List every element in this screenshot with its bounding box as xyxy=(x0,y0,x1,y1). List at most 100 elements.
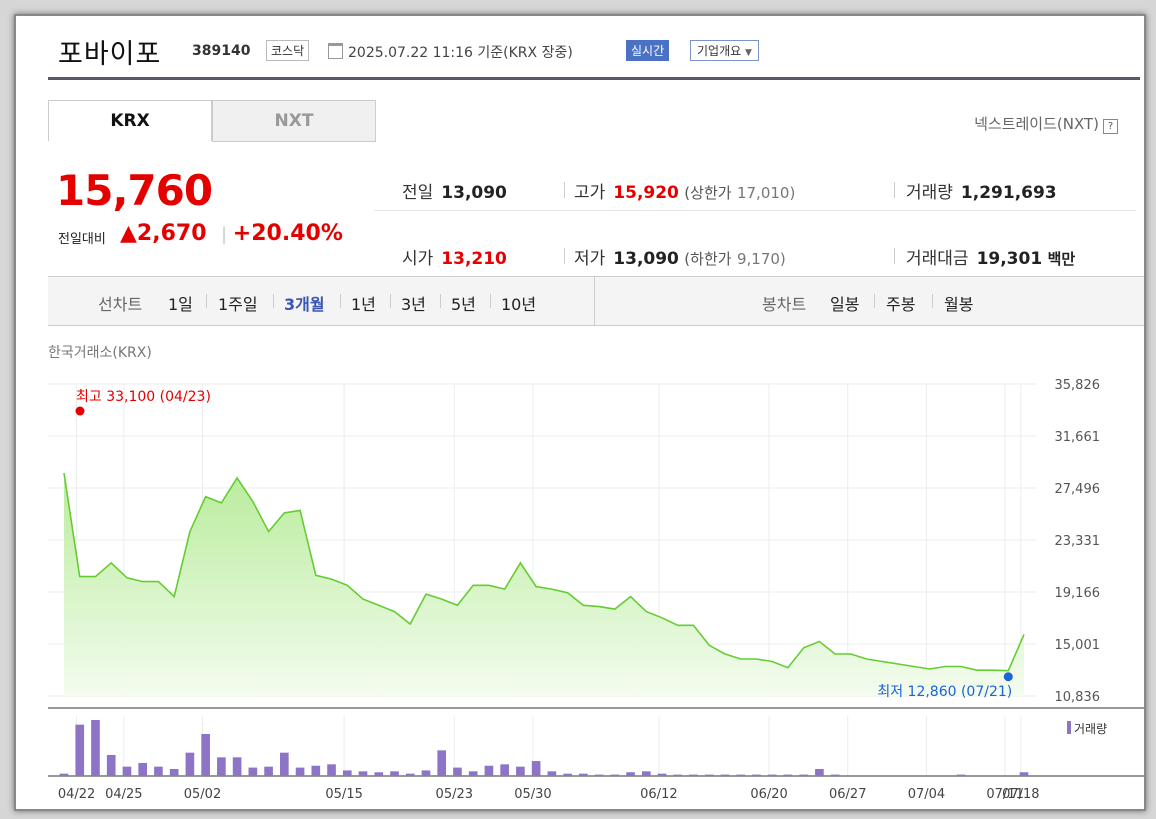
volume-bar xyxy=(468,771,478,776)
y-tick-label: 15,001 xyxy=(1055,638,1101,653)
volume-bar xyxy=(641,771,651,776)
x-tick-label: 06/27 xyxy=(829,787,866,802)
volume-bar xyxy=(405,773,415,776)
y-tick-label: 27,496 xyxy=(1055,482,1101,497)
price-line xyxy=(63,472,1025,672)
volume-bar xyxy=(579,773,588,776)
period-1y[interactable]: 1년 xyxy=(351,295,376,314)
x-tick-label: 05/02 xyxy=(184,787,221,802)
volume-bar xyxy=(59,773,69,776)
volume-bar xyxy=(815,769,824,776)
volume-bar xyxy=(500,764,509,776)
volume-bar xyxy=(295,767,305,776)
volume-bar xyxy=(689,774,698,776)
volume-bar xyxy=(453,767,462,776)
period-10y[interactable]: 10년 xyxy=(501,295,537,314)
volume-bar xyxy=(956,774,966,776)
nxt-link-label: 넥스트레이드(NXT) xyxy=(974,115,1099,133)
volume-bar xyxy=(248,767,258,776)
volume-bar xyxy=(201,734,210,776)
tab-nxt[interactable]: NXT xyxy=(212,100,376,142)
x-tick-label: 06/12 xyxy=(640,787,677,802)
volume-bar xyxy=(799,774,808,776)
volume-bar xyxy=(1019,772,1029,776)
stock-name: 포바이포 xyxy=(58,39,162,70)
period-5y[interactable]: 5년 xyxy=(451,295,476,314)
low-marker xyxy=(1003,672,1013,682)
help-icon[interactable]: ? xyxy=(1103,119,1118,134)
period-3m[interactable]: 3개월 xyxy=(284,295,325,314)
change-percent-value: +20.40% xyxy=(232,221,343,246)
separator: | xyxy=(221,224,233,245)
y-tick-label: 10,836 xyxy=(1055,690,1101,705)
y-tick-label: 31,661 xyxy=(1055,430,1101,445)
volume-bar xyxy=(673,774,683,776)
quote-datetime: 2025.07.22 11:16 기준(KRX 장중) xyxy=(348,45,573,61)
period-3y[interactable]: 3년 xyxy=(401,295,426,314)
x-tick-label: 07/04 xyxy=(908,787,945,802)
volume-bar xyxy=(626,772,635,776)
x-tick-label: 07/18 xyxy=(1002,787,1039,802)
volume-legend-swatch xyxy=(1067,721,1071,734)
volume-bar xyxy=(185,752,195,776)
volume-bar xyxy=(280,752,289,776)
volume-bar xyxy=(390,771,399,776)
stat-volume: 거래량 1,291,693 xyxy=(906,183,1057,203)
exchange-label: 한국거래소(KRX) xyxy=(48,345,152,361)
stat-prev: 전일 13,090 xyxy=(402,183,507,203)
volume-bar xyxy=(217,757,226,776)
stock-code: 389140 xyxy=(192,43,251,59)
nxt-link[interactable]: 넥스트레이드(NXT)? xyxy=(974,113,1118,134)
volume-bar xyxy=(720,774,730,776)
high-annotation: 최고 33,100 (04/23) xyxy=(76,389,211,405)
company-info-dropdown[interactable]: 기업개요 ▼ xyxy=(690,40,759,61)
y-tick-label: 35,826 xyxy=(1055,378,1101,393)
stat-low: 저가 13,090 (하한가 9,170) xyxy=(574,249,786,269)
volume-bar xyxy=(169,769,179,776)
candle-daily[interactable]: 일봉 xyxy=(830,295,860,314)
volume-bar xyxy=(374,772,384,776)
calendar-icon xyxy=(328,43,343,59)
volume-bar xyxy=(437,750,447,776)
tab-krx[interactable]: KRX xyxy=(48,100,212,141)
volume-bar xyxy=(342,770,352,776)
stat-high: 고가 15,920 (상한가 17,010) xyxy=(574,183,796,203)
volume-bar xyxy=(547,771,557,776)
volume-bar xyxy=(610,774,620,776)
candle-monthly[interactable]: 월봉 xyxy=(944,295,974,314)
change-value: ▲2,670 xyxy=(120,221,207,246)
current-price: 15,760 xyxy=(56,166,213,215)
header-divider xyxy=(48,77,1140,80)
stat-open: 시가 13,210 xyxy=(402,249,507,269)
volume-bar xyxy=(91,720,100,776)
x-tick-label: 05/30 xyxy=(514,787,551,802)
high-marker xyxy=(75,406,85,416)
y-tick-label: 23,331 xyxy=(1055,534,1101,549)
volume-legend-label: 거래량 xyxy=(1074,722,1107,736)
volume-bar xyxy=(767,774,777,776)
volume-bar xyxy=(421,770,431,776)
company-info-label: 기업개요 xyxy=(697,44,742,58)
change-amount: 2,670 xyxy=(136,221,207,246)
volume-bar xyxy=(264,766,273,776)
realtime-button[interactable]: 실시간 xyxy=(626,40,670,61)
price-chart[interactable]: 35,826 31,661 27,496 23,331 19,166 15,001 10,8… xyxy=(16,16,1144,809)
volume-bar xyxy=(232,757,242,776)
candle-chart-label: 봉차트 xyxy=(762,295,807,314)
period-bar: 선차트 1일 1주일 3개월 1년 3년 5년 10년 봉차트 일봉 주봉 월봉 xyxy=(48,276,1144,326)
stock-panel: 포바이포 389140 코스닥 2025.07.22 11:16 기준(KRX … xyxy=(14,14,1146,811)
price-area xyxy=(64,473,1024,696)
change-label: 전일대비 xyxy=(58,232,106,247)
volume-bar xyxy=(138,762,148,776)
period-1d[interactable]: 1일 xyxy=(168,295,193,314)
line-chart-label: 선차트 xyxy=(98,295,143,314)
x-tick-label: 04/25 xyxy=(105,787,142,802)
period-1w[interactable]: 1주일 xyxy=(218,295,258,314)
stat-trade-value: 거래대금 19,301 백만 xyxy=(906,249,1076,269)
candle-weekly[interactable]: 주봉 xyxy=(886,295,916,314)
x-tick-label: 06/20 xyxy=(750,787,787,802)
x-tick-label: 07/11 xyxy=(986,787,1023,802)
x-tick-label: 05/15 xyxy=(325,787,362,802)
volume-bar xyxy=(122,766,132,776)
y-tick-label: 19,166 xyxy=(1055,586,1101,601)
